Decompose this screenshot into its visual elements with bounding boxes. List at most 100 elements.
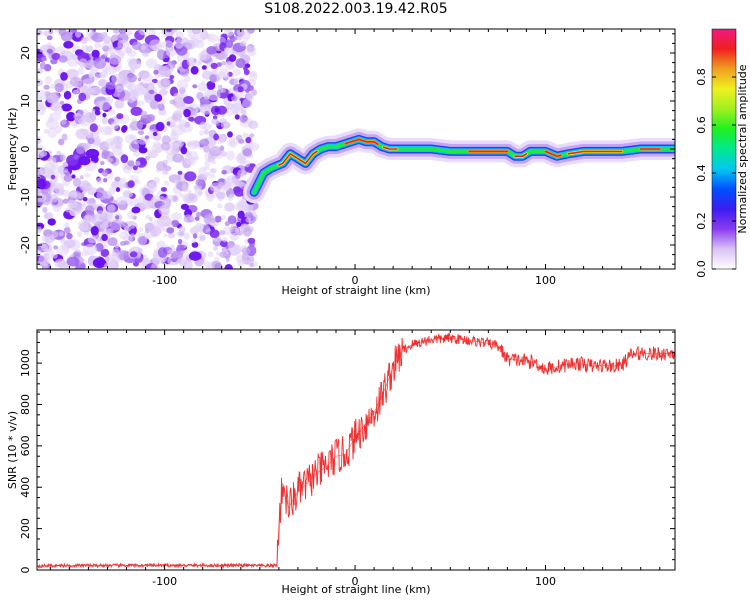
noise-speckle [169,132,179,140]
noise-speckle [100,31,108,38]
noise-speckle [72,177,82,187]
noise-speckle [61,103,72,112]
noise-speckle [67,57,79,67]
noise-speckle [110,121,119,130]
noise-speckle [86,198,97,206]
noise-speckle [164,180,170,187]
noise-speckle [203,129,210,135]
noise-speckle [127,180,135,188]
noise-speckle [224,47,230,52]
noise-speckle [237,210,245,219]
noise-speckle [130,106,143,117]
noise-speckle [84,173,91,178]
noise-speckle [46,48,54,54]
noise-speckle [106,204,116,213]
noise-speckle [248,120,259,130]
noise-speckle [195,60,202,67]
noise-speckle [214,107,220,113]
noise-speckle [247,237,256,244]
spectrogram-y-tick-label: 10 [19,94,32,108]
noise-speckle [58,29,67,37]
spectrogram-y-tick-label: -10 [19,188,32,206]
noise-speckle [74,206,84,213]
noise-speckle [98,100,111,111]
ridge-core-red [278,150,318,166]
noise-speckle [136,197,142,204]
snr-x-tick-label: 0 [352,575,359,588]
noise-speckle [212,246,219,251]
noise-speckle [239,160,246,166]
noise-speckle [227,240,236,248]
ridge-core-red [382,146,398,150]
noise-speckle [77,192,85,199]
noise-speckle [177,170,183,175]
noise-speckle [41,57,47,62]
noise-speckle [233,102,244,112]
noise-speckle [93,58,107,69]
noise-speckle [75,128,89,140]
noise-speckle [242,132,249,138]
noise-speckle [138,147,148,154]
noise-speckle [235,254,248,264]
noise-speckle [185,39,196,50]
noise-speckle [148,181,156,190]
noise-speckle [37,67,43,75]
noise-speckle [51,253,58,259]
noise-speckle [137,130,145,136]
noise-speckle [166,47,177,57]
noise-speckle [199,234,206,241]
noise-speckle [233,188,245,197]
noise-speckle [173,178,179,185]
noise-speckle [139,157,147,166]
noise-speckle [140,44,146,51]
noise-speckle [224,264,233,269]
noise-speckle [88,87,95,97]
colorbar-tick-label: 0.8 [695,68,708,86]
noise-speckle [43,162,56,172]
noise-speckle [89,123,98,133]
noise-speckle [157,103,165,111]
noise-speckle [211,159,217,165]
noise-speckle [246,92,255,102]
noise-speckle [37,225,42,234]
noise-speckle [50,174,56,180]
noise-speckle [223,122,229,128]
noise-speckle [101,117,108,125]
noise-speckle [216,191,226,200]
noise-speckle [214,263,223,269]
noise-speckle [249,262,255,268]
noise-speckle [84,214,93,223]
noise-speckle [119,241,127,246]
noise-speckle [60,72,68,81]
noise-speckle [223,226,233,236]
colorbar-tick-label: 0.0 [695,260,708,278]
noise-speckle [66,232,73,240]
snr-line-layer [37,332,675,569]
noise-speckle [114,46,121,53]
noise-speckle [44,234,55,244]
spectrogram-x-tick-label: -100 [152,274,177,287]
spectrogram-x-tick-label: 100 [535,274,556,287]
noise-speckle [129,120,143,131]
noise-speckle [207,34,219,43]
noise-speckle [87,189,94,195]
noise-speckle [211,118,220,125]
noise-speckle [224,221,230,227]
noise-speckle [54,83,64,93]
noise-speckle [178,238,183,245]
noise-speckle [78,92,87,102]
noise-speckle [199,103,214,115]
noise-speckle [103,261,118,269]
page-title: S108.2022.003.19.42.R05 [264,1,448,17]
noise-speckle [171,250,183,260]
noise-speckle [78,116,92,127]
noise-speckle [63,227,71,234]
noise-speckle [197,82,208,92]
noise-speckle [39,61,47,70]
noise-speckle [217,71,226,80]
noise-speckle [82,78,94,87]
noise-speckle [77,231,83,237]
noise-speckle [126,73,137,83]
ridge-core-red [544,150,562,158]
noise-speckle [90,226,99,236]
